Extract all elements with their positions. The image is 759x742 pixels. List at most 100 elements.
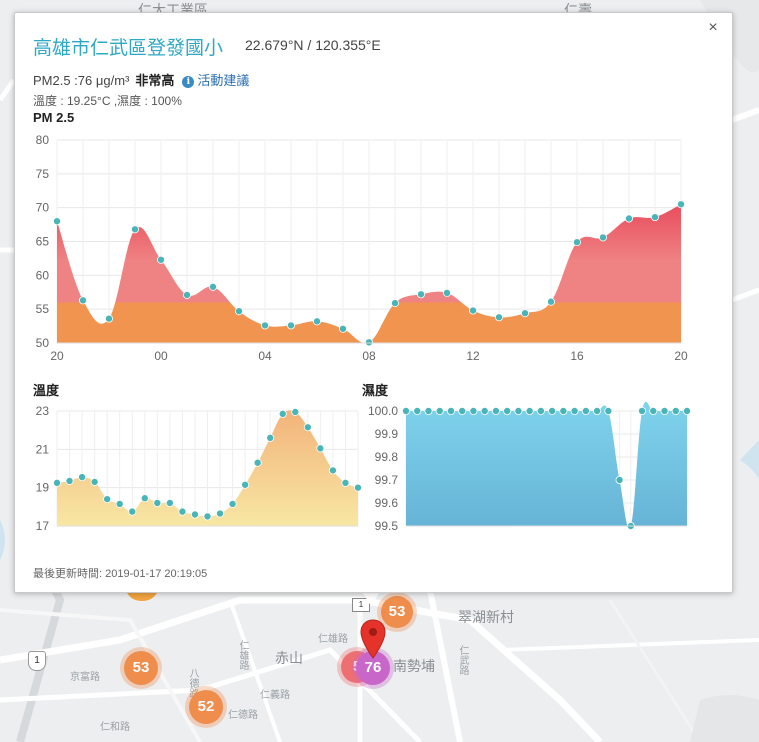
data-point [79, 296, 88, 305]
data-point [103, 495, 112, 504]
data-point [593, 406, 602, 415]
data-point [480, 406, 489, 415]
data-point [442, 288, 451, 297]
data-point [573, 238, 582, 247]
data-point [53, 478, 62, 487]
pm25-reading: PM2.5 :76 μg/m³ 非常高 i 活動建議 [33, 70, 249, 89]
y-tick-label: 17 [36, 519, 50, 533]
data-point [316, 444, 325, 453]
data-point [338, 324, 347, 333]
data-point [291, 407, 300, 416]
road-label-renxiong-2: 仁雄路 [318, 634, 348, 645]
data-point [525, 406, 534, 415]
data-point [413, 406, 422, 415]
data-point [312, 317, 321, 326]
charts-canvas: 50 55 60 65 70 75 80 20 00 04 08 12 16 20 17 19 21 23 99.5… [36, 133, 692, 533]
station-popup: × 高雄市仁武區登發國小 22.679°N / 120.355°E PM2.5 … [14, 12, 733, 593]
station-coordinates: 22.679°N / 120.355°E [245, 37, 381, 53]
data-point [491, 406, 500, 415]
map-cluster-marker[interactable]: 53 [124, 651, 158, 685]
y-tick-label: 99.7 [375, 473, 399, 487]
data-point [514, 406, 523, 415]
data-point [651, 213, 660, 222]
series-area [57, 204, 681, 344]
data-point [520, 309, 529, 318]
data-point [178, 507, 187, 516]
data-point [416, 290, 425, 299]
data-point [599, 233, 608, 242]
data-point [547, 297, 556, 306]
x-tick-label: 20 [674, 349, 688, 363]
data-point [190, 510, 199, 519]
data-point [260, 321, 269, 330]
road-label-renyi: 仁義路 [260, 690, 290, 701]
data-point [286, 321, 295, 330]
map-label-cuihu-village: 翠湖新村 [458, 610, 514, 626]
data-point [548, 406, 557, 415]
data-point [131, 225, 140, 234]
last-updated: 最後更新時間: 2019-01-17 20:19:05 [33, 568, 208, 580]
road-label-renwu: 仁武路 [457, 645, 468, 675]
data-point [241, 480, 250, 489]
data-point [638, 406, 647, 415]
pm25-chart-title: PM 2.5 [33, 110, 75, 125]
data-point [660, 406, 669, 415]
data-point [90, 477, 99, 486]
map-cluster-marker[interactable]: 53 [381, 596, 413, 628]
data-point [303, 423, 312, 432]
road-label-bade: 八德路 [187, 668, 198, 698]
y-tick-label: 55 [36, 302, 50, 316]
info-icon[interactable]: i [182, 76, 195, 88]
popup-tip [361, 590, 381, 606]
y-tick-label: 75 [36, 167, 50, 181]
data-point [581, 406, 590, 415]
data-point [536, 406, 545, 415]
y-tick-label: 70 [36, 201, 50, 215]
y-tick-label: 99.6 [375, 496, 399, 510]
y-tick-label: 21 [36, 442, 50, 456]
x-tick-label: 12 [466, 349, 480, 363]
y-tick-label: 99.5 [375, 519, 399, 533]
pm25-value: PM2.5 :76 μg/m³ [33, 73, 130, 88]
y-tick-label: 19 [36, 481, 50, 495]
route-marker: 1 [28, 651, 46, 671]
close-icon[interactable]: × [708, 19, 718, 36]
data-point [469, 406, 478, 415]
data-point [435, 406, 444, 415]
data-point [468, 306, 477, 315]
data-point [494, 313, 503, 322]
data-point [182, 290, 191, 299]
data-point [216, 509, 225, 518]
map-pin-icon[interactable] [359, 618, 387, 662]
data-point [341, 478, 350, 487]
data-point [503, 406, 512, 415]
data-point [140, 494, 149, 503]
map-cluster-marker[interactable]: 52 [189, 690, 223, 724]
data-point [604, 406, 613, 415]
data-point [615, 475, 624, 484]
data-point [234, 307, 243, 316]
data-point [559, 406, 568, 415]
series-area [57, 410, 358, 526]
data-point [390, 299, 399, 308]
y-tick-label: 23 [36, 404, 50, 418]
x-tick-label: 04 [258, 349, 272, 363]
data-point [53, 217, 62, 226]
activity-advice-link[interactable]: 活動建議 [197, 73, 250, 88]
data-point [105, 314, 114, 323]
data-point [228, 499, 237, 508]
data-point [364, 338, 373, 347]
data-point [424, 406, 433, 415]
weather-reading: 溫度 : 19.25°C ,濕度 : 100% [33, 94, 182, 108]
data-point [458, 406, 467, 415]
road-label-renhe: 仁和路 [100, 722, 130, 733]
y-tick-label: 60 [36, 268, 50, 282]
data-point [156, 255, 165, 264]
data-point [208, 282, 217, 291]
road-label-rende: 仁德路 [228, 710, 258, 721]
data-point [671, 406, 680, 415]
data-point [78, 473, 87, 482]
data-point [401, 406, 410, 415]
y-tick-label: 99.8 [375, 450, 399, 464]
data-point [65, 476, 74, 485]
